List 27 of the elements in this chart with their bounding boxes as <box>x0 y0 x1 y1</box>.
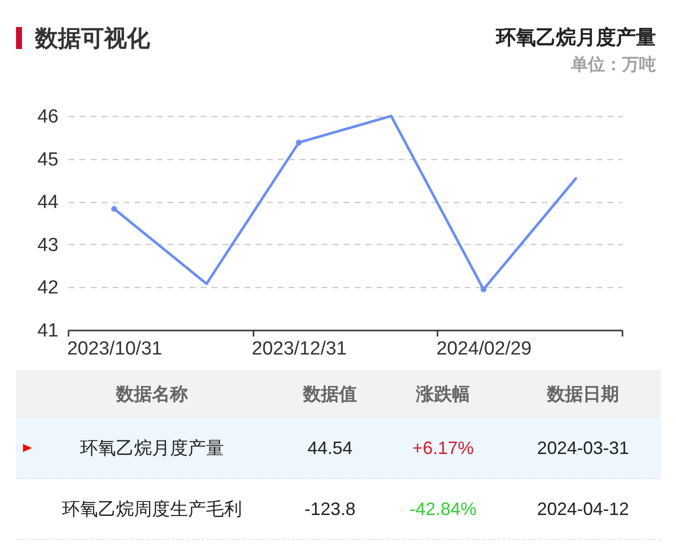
text: 44.54 <box>306 438 354 458</box>
point <box>111 206 118 212</box>
text: 数据可视化 <box>35 24 150 52</box>
y-tick-label: 43 <box>37 234 58 256</box>
text: +6.17% <box>411 438 475 458</box>
text: 涨跌幅 <box>414 383 471 406</box>
x-tick-label: 2024/02/29 <box>436 338 532 360</box>
y-tick-label: 42 <box>37 278 58 299</box>
y-tick-label: 44 <box>37 192 59 214</box>
chart-title: 环氧乙烷月度产量 <box>495 26 656 49</box>
text: 环氧乙烷周度生产毛利 <box>61 498 243 521</box>
y-tick-label: 46 <box>37 106 58 128</box>
x-tick-label: 2023/10/31 <box>67 338 162 360</box>
point <box>480 286 486 292</box>
text: -123.8 <box>303 498 357 520</box>
text: 2024-04-12 <box>536 498 630 520</box>
chart-subtitle: 单位：万吨 <box>570 55 656 74</box>
text: 数据值 <box>302 383 358 406</box>
x-tick-label: 2023/12/31 <box>252 338 347 360</box>
point <box>296 140 302 146</box>
y-tick-label: 41 <box>37 320 58 342</box>
y-tick-label: 45 <box>37 149 58 170</box>
text: 数据日期 <box>546 383 620 406</box>
text: 2024-03-31 <box>536 438 630 458</box>
text: 数据名称 <box>114 383 189 406</box>
text: 环氧乙烷月度产量 <box>79 437 225 460</box>
text: -42.84% <box>408 498 478 520</box>
